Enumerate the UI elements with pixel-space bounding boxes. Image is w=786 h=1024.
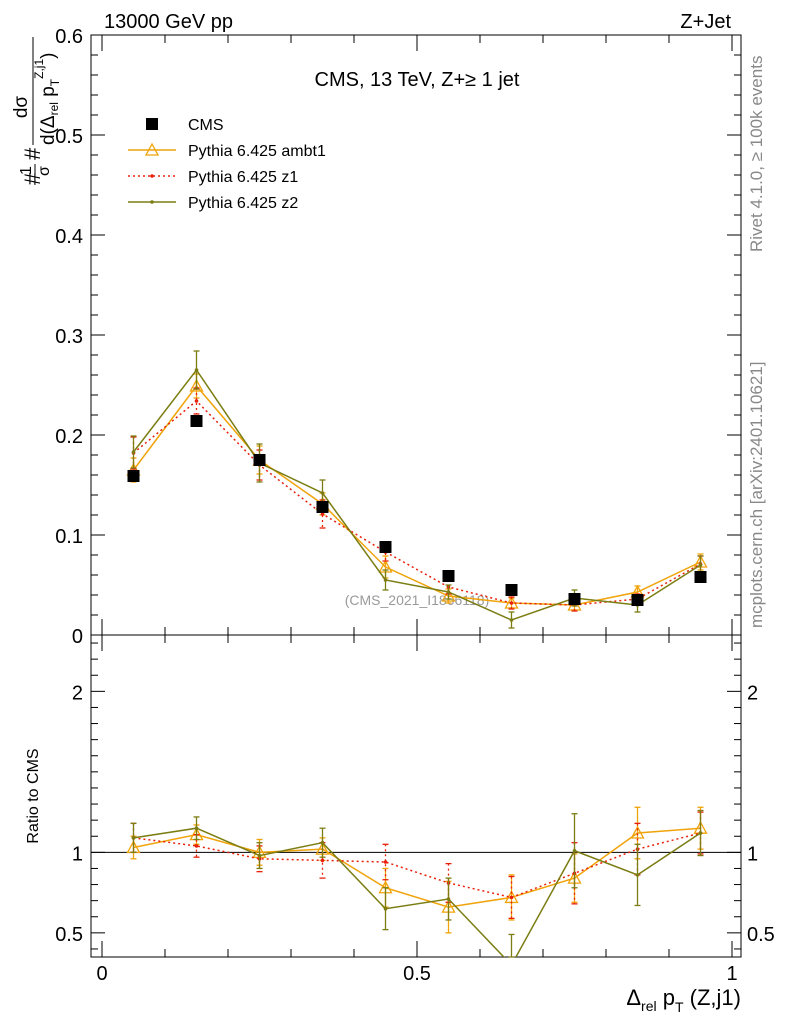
ratio-y-tick-label-left: 1 (72, 843, 83, 865)
ratio-y-tick-label-right: 2 (747, 682, 758, 704)
x-tick-label: 0 (96, 963, 107, 985)
legend: CMS Pythia 6.425 ambt1 Pythia 6.425 z1 Pyth… (128, 117, 326, 212)
data-point (320, 491, 325, 495)
series-cms-data (127, 415, 707, 606)
ratio-point (446, 897, 451, 901)
series-line (133, 399, 701, 606)
legend-entry: Pythia 6.425 z2 (128, 195, 298, 212)
data-point (442, 570, 455, 582)
legend-label: Pythia 6.425 z2 (188, 195, 298, 212)
ratio-point (194, 844, 199, 848)
main-axes: 0 0.1 0.2 0.3 0.4 0.5 0.6 (55, 26, 741, 648)
plot-title: CMS, 13 TeV, Z+≥ 1 jet (315, 69, 520, 91)
ratio-series-pythia-6-425-ambt1 (126, 806, 708, 934)
series-pythia-6-425-z1 (130, 387, 704, 612)
ratio-y-tick-label-left: 0.5 (55, 924, 83, 946)
ratio-point (383, 906, 388, 911)
legend-entry: CMS (146, 117, 224, 134)
data-point (189, 378, 204, 392)
svg-text:d(Δrel pTZ,j1): d(Δrel pTZ,j1) (32, 53, 62, 145)
data-point (509, 601, 514, 605)
ratio-line (133, 827, 701, 957)
y-tick-label: 0.3 (55, 326, 83, 348)
svg-text:1: 1 (18, 166, 35, 175)
data-point (194, 368, 199, 372)
y-tick-label: 0.5 (55, 126, 83, 148)
side-note-top: Rivet 4.1.0, ≥ 100k events (747, 56, 766, 252)
data-point (568, 593, 581, 605)
ratio-y-tick-label-left: 2 (72, 682, 83, 704)
data-point (127, 470, 140, 482)
y-tick-label: 0.1 (55, 526, 83, 548)
svg-text:Δrel pT (Z,j1): Δrel pT (Z,j1) (626, 985, 741, 1015)
y-tick-label: 0.6 (55, 26, 83, 48)
y-tick-label: 0.2 (55, 426, 83, 448)
legend-label: CMS (188, 117, 224, 134)
ratio-point (635, 873, 640, 877)
legend-entry: Pythia 6.425 ambt1 (128, 142, 326, 160)
data-point (441, 588, 456, 602)
main-marks (126, 350, 708, 629)
y-tick-label: 0.4 (55, 226, 83, 248)
ratio-line (133, 832, 701, 899)
ratio-point (320, 858, 325, 863)
legend-entry: Pythia 6.425 z1 (128, 169, 298, 186)
data-point (194, 399, 199, 403)
x-tick-label: 0.5 (403, 963, 431, 985)
data-point (694, 571, 707, 583)
data-point (253, 454, 266, 466)
ratio-ylabel: Ratio to CMS (25, 748, 42, 843)
data-point (379, 541, 392, 553)
data-point (505, 584, 518, 596)
ratio-marks (126, 806, 708, 958)
ratio-y-tick-label-right: 0.5 (747, 924, 775, 946)
svg-text:#: # (20, 147, 45, 160)
main-ylabel: # 1 σ # dσ d(Δrel pTZ,j1) (11, 37, 62, 185)
series-line (132, 368, 701, 621)
data-point (631, 594, 644, 606)
y-tick-label: 0 (72, 626, 83, 648)
ratio-series-pythia-6-425-z1 (130, 811, 704, 920)
ratio-point (194, 826, 199, 830)
legend-label: Pythia 6.425 ambt1 (188, 143, 326, 160)
x-tick-label: 1 (726, 963, 737, 985)
ratio-point (698, 831, 703, 835)
data-point (509, 618, 514, 622)
header-left: 13000 GeV pp (104, 11, 233, 33)
data-point (383, 578, 388, 582)
ratio-line (133, 827, 701, 908)
data-point (698, 563, 703, 567)
x-axis-label: Δrel pT (Z,j1) (626, 985, 741, 1015)
data-point (131, 450, 136, 454)
legend-marker (144, 142, 160, 156)
series-pythia-6-425-ambt1 (126, 373, 708, 611)
ratio-point (630, 825, 645, 839)
ratio-point (257, 853, 262, 858)
svg-text:σ: σ (36, 166, 53, 176)
header-right: Z+Jet (680, 11, 731, 33)
legend-label: Pythia 6.425 z1 (188, 169, 298, 186)
ratio-point (383, 860, 388, 864)
legend-marker (146, 118, 158, 130)
series-line (132, 384, 701, 606)
svg-text:dσ: dσ (11, 96, 32, 119)
data-point (446, 590, 451, 594)
ratio-y-tick-label-right: 1 (747, 843, 758, 865)
data-point (320, 512, 325, 516)
series-pythia-6-425-z2 (130, 350, 704, 629)
data-point (316, 501, 329, 513)
ratio-point (572, 848, 577, 853)
ratio-point (131, 836, 136, 840)
ratio-series-pythia-6-425-z2 (130, 809, 704, 958)
legend-marker (150, 174, 154, 178)
side-note-bottom: mcplots.cern.ch [arXiv:2401.10621] (747, 362, 766, 628)
ratio-axes: 0.5 0.5 1 1 2 2 0 0.5 1 (55, 635, 775, 985)
data-point (190, 415, 203, 427)
ratio-point (320, 840, 325, 845)
ratio-plot-frame (90, 634, 742, 958)
svg-text:#: # (20, 172, 45, 185)
ratio-point (509, 895, 514, 900)
legend-marker (150, 200, 154, 204)
